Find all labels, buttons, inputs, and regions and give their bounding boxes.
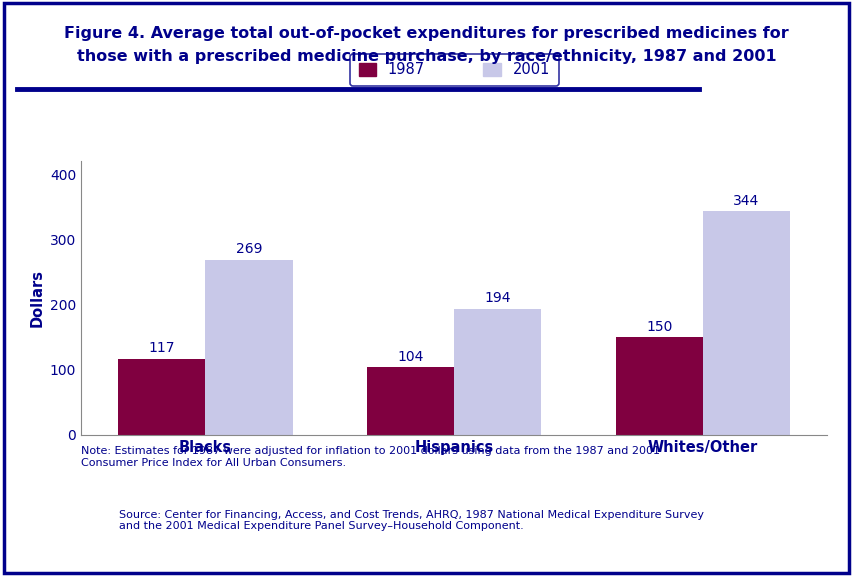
Text: Source: Center for Financing, Access, and Cost Trends, AHRQ, 1987 National Medic: Source: Center for Financing, Access, an… <box>119 510 704 531</box>
Bar <box>453 309 541 435</box>
Y-axis label: Dollars: Dollars <box>29 269 44 327</box>
Text: those with a prescribed medicine purchase, by race/ethnicity, 1987 and 2001: those with a prescribed medicine purchas… <box>77 49 775 64</box>
Text: 117: 117 <box>148 342 175 355</box>
Bar <box>615 337 702 435</box>
Text: Figure 4. Average total out-of-pocket expenditures for prescribed medicines for: Figure 4. Average total out-of-pocket ex… <box>64 26 788 41</box>
Legend: 1987, 2001: 1987, 2001 <box>349 54 558 86</box>
Bar <box>702 211 789 435</box>
Bar <box>205 260 292 435</box>
Bar <box>118 359 205 435</box>
Bar <box>366 367 453 435</box>
Text: Note: Estimates for 1987 were adjusted for inflation to 2001 dollars using data : Note: Estimates for 1987 were adjusted f… <box>81 446 659 468</box>
Text: 344: 344 <box>733 194 759 207</box>
Text: 194: 194 <box>484 291 510 305</box>
Text: 269: 269 <box>235 242 262 256</box>
Text: 150: 150 <box>646 320 672 334</box>
Text: 104: 104 <box>397 350 423 364</box>
